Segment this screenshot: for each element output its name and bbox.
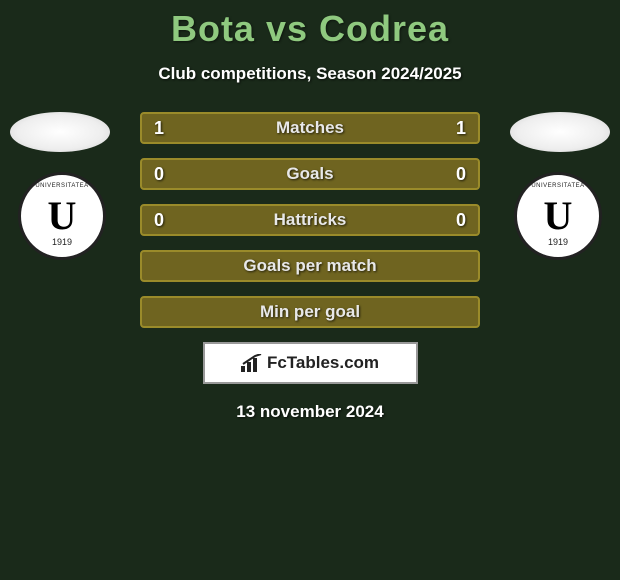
club-year-left: 1919 [52,237,72,247]
club-letter-right: U [544,200,573,232]
club-name-right: UNIVERSITATEA [531,183,584,189]
club-letter-left: U [48,200,77,232]
stat-value-right: 1 [436,118,466,139]
stat-row: 1 Matches 1 [140,112,480,144]
chart-icon [241,354,263,372]
stat-label: Goals [286,164,333,184]
club-badge-right: UNIVERSITATEA U 1919 [514,172,602,260]
stat-label: Goals per match [243,256,376,276]
player-avatar-right [510,112,610,152]
player-avatar-left [10,112,110,152]
stat-label: Hattricks [274,210,347,230]
subtitle: Club competitions, Season 2024/2025 [0,64,620,84]
date-label: 13 november 2024 [0,402,620,422]
brand-text: FcTables.com [267,353,379,373]
club-name-left: UNIVERSITATEA [35,183,88,189]
stat-value-left: 0 [154,164,184,185]
stat-row: 0 Hattricks 0 [140,204,480,236]
stat-row: Goals per match [140,250,480,282]
page-title: Bota vs Codrea [0,0,620,50]
stat-label: Min per goal [260,302,360,322]
stat-value-left: 1 [154,118,184,139]
stat-label: Matches [276,118,344,138]
stats-table: 1 Matches 1 0 Goals 0 0 Hattricks 0 Goal… [140,112,480,328]
stat-row: 0 Goals 0 [140,158,480,190]
club-badge-left: UNIVERSITATEA U 1919 [18,172,106,260]
club-year-right: 1919 [548,237,568,247]
stat-value-left: 0 [154,210,184,231]
comparison-panel: UNIVERSITATEA U 1919 UNIVERSITATEA U 191… [0,112,620,422]
brand-attribution: FcTables.com [203,342,418,384]
stat-value-right: 0 [436,164,466,185]
stat-row: Min per goal [140,296,480,328]
stat-value-right: 0 [436,210,466,231]
